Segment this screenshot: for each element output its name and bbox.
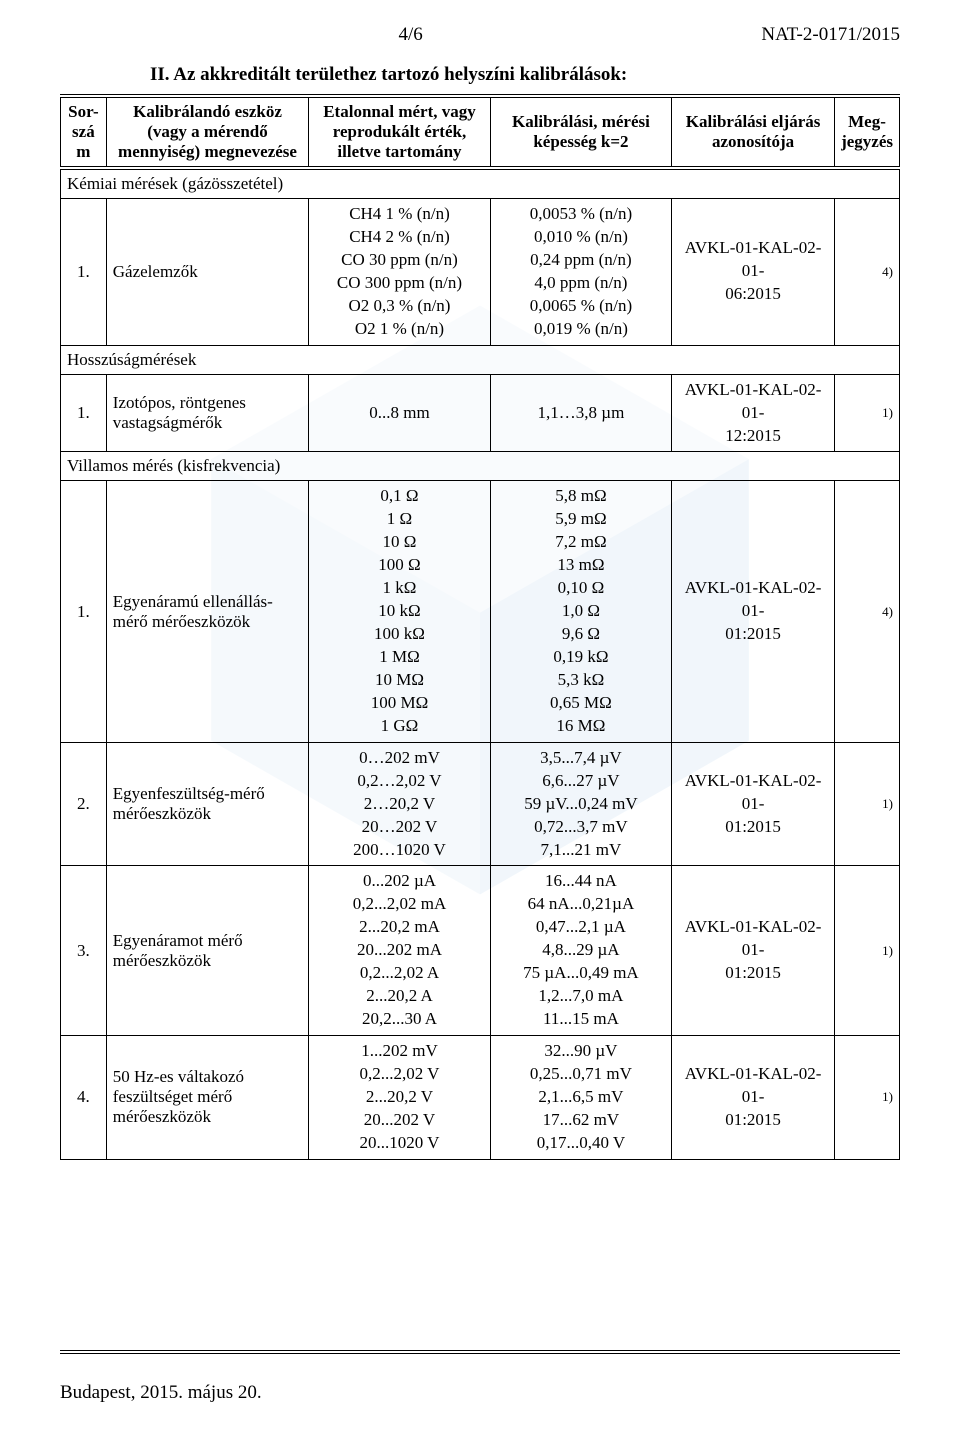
row-kep: 3,5...7,4 µV 6,6...27 µV 59 µV...0,24 mV… <box>490 742 671 866</box>
row-name: Egyenáramú ellenállás- mérő mérőeszközök <box>106 481 308 742</box>
col-header-eszkoz: Kalibrálandó eszköz (vagy a mérendő menn… <box>106 96 308 168</box>
row-num: 3. <box>61 866 107 1036</box>
col-header-sorszam: Sor- szá m <box>61 96 107 168</box>
row-num: 1. <box>61 199 107 346</box>
row-etalon: 0...8 mm <box>309 374 491 452</box>
row-elj: AVKL-01-KAL-02-01- 01:2015 <box>672 742 835 866</box>
row-num: 1. <box>61 481 107 742</box>
row-num: 4. <box>61 1036 107 1160</box>
row-note: 1) <box>835 866 900 1036</box>
row-note: 4) <box>835 199 900 346</box>
table-row: 2. Egyenfeszültség-mérő mérőeszközök 0…2… <box>61 742 900 866</box>
table-row: 4. 50 Hz-es váltakozó feszültséget mérő … <box>61 1036 900 1160</box>
col-header-eljaras: Kalibrálási eljárás azonosítója <box>672 96 835 168</box>
row-note: 4) <box>835 481 900 742</box>
table-row: 1. Gázelemzők CH4 1 % (n/n) CH4 2 % (n/n… <box>61 199 900 346</box>
row-elj: AVKL-01-KAL-02-01- 01:2015 <box>672 866 835 1036</box>
row-name: Egyenáramot mérő mérőeszközök <box>106 866 308 1036</box>
row-elj: AVKL-01-KAL-02-01- 01:2015 <box>672 481 835 742</box>
row-kep: 1,1…3,8 µm <box>490 374 671 452</box>
col-header-kepesseg: Kalibrálási, mérési képesség k=2 <box>490 96 671 168</box>
row-num: 1. <box>61 374 107 452</box>
col-header-megjegyzes: Meg- jegyzés <box>835 96 900 168</box>
document-id: NAT-2-0171/2015 <box>761 24 900 46</box>
subsection-villamos: Villamos mérés (kisfrekvencia) <box>61 452 900 481</box>
row-name: Egyenfeszültség-mérő mérőeszközök <box>106 742 308 866</box>
row-etalon: 1...202 mV 0,2...2,02 V 2...20,2 V 20...… <box>309 1036 491 1160</box>
row-note: 1) <box>835 374 900 452</box>
footer-text: Budapest, 2015. május 20. <box>60 1382 900 1404</box>
table-row: 3. Egyenáramot mérő mérőeszközök 0...202… <box>61 866 900 1036</box>
table-row: 1. Izotópos, röntgenes vastagságmérők 0.… <box>61 374 900 452</box>
row-note: 1) <box>835 742 900 866</box>
section-title: II. Az akkreditált területhez tartozó he… <box>150 64 900 86</box>
row-name: 50 Hz-es váltakozó feszültséget mérő mér… <box>106 1036 308 1160</box>
page-number: 4/6 <box>399 24 423 46</box>
subsection-kemiai: Kémiai mérések (gázösszetétel) <box>61 168 900 199</box>
table-row: 1. Egyenáramú ellenállás- mérő mérőeszkö… <box>61 481 900 742</box>
row-kep: 0,0053 % (n/n) 0,010 % (n/n) 0,24 ppm (n… <box>490 199 671 346</box>
row-name: Gázelemzők <box>106 199 308 346</box>
row-etalon: 0,1 Ω 1 Ω 10 Ω 100 Ω 1 kΩ 10 kΩ 100 kΩ 1… <box>309 481 491 742</box>
footer-separator <box>60 1350 900 1354</box>
row-kep: 5,8 mΩ 5,9 mΩ 7,2 mΩ 13 mΩ 0,10 Ω 1,0 Ω … <box>490 481 671 742</box>
row-elj: AVKL-01-KAL-02-01- 01:2015 <box>672 1036 835 1160</box>
row-note: 1) <box>835 1036 900 1160</box>
row-elj: AVKL-01-KAL-02-01- 06:2015 <box>672 199 835 346</box>
calibration-table: Sor- szá m Kalibrálandó eszköz (vagy a m… <box>60 94 900 1160</box>
row-etalon: 0...202 µA 0,2...2,02 mA 2...20,2 mA 20.… <box>309 866 491 1036</box>
row-kep: 16...44 nA 64 nA...0,21µA 0,47...2,1 µA … <box>490 866 671 1036</box>
row-name: Izotópos, röntgenes vastagságmérők <box>106 374 308 452</box>
row-etalon: 0…202 mV 0,2…2,02 V 2…20,2 V 20…202 V 20… <box>309 742 491 866</box>
row-etalon: CH4 1 % (n/n) CH4 2 % (n/n) CO 30 ppm (n… <box>309 199 491 346</box>
row-num: 2. <box>61 742 107 866</box>
subsection-hossz: Hosszúságmérések <box>61 345 900 374</box>
col-header-etalon: Etalonnal mért, vagy reprodukált érték, … <box>309 96 491 168</box>
row-elj: AVKL-01-KAL-02-01- 12:2015 <box>672 374 835 452</box>
row-kep: 32...90 µV 0,25...0,71 mV 2,1...6,5 mV 1… <box>490 1036 671 1160</box>
